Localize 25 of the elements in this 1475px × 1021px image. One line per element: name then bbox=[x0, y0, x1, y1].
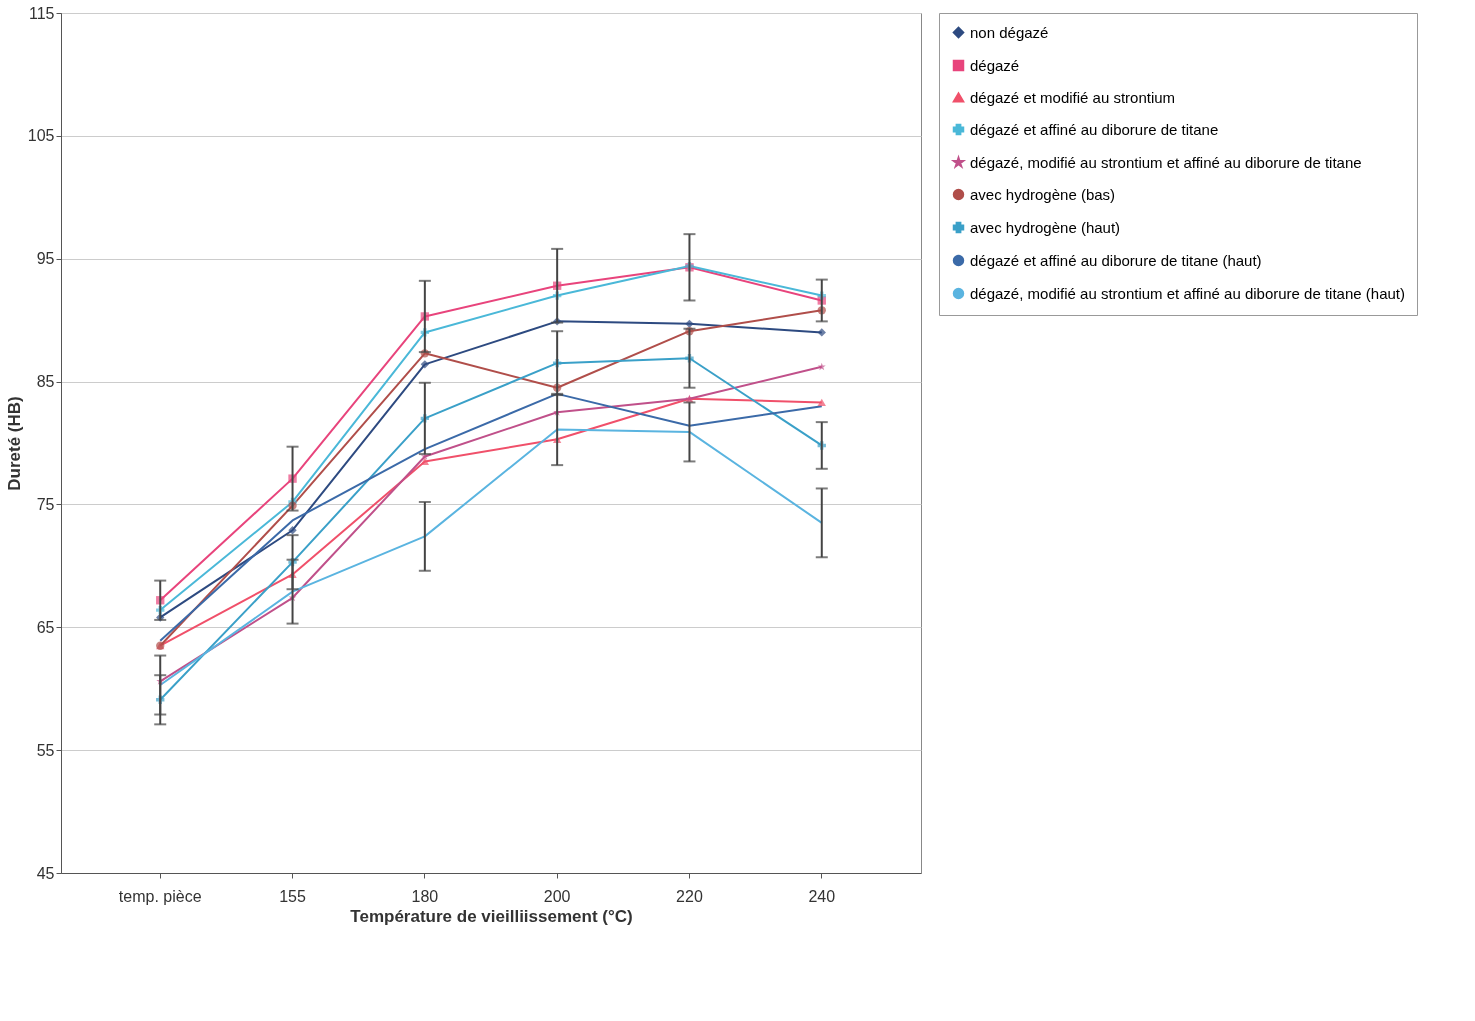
legend-label: avec hydrogène (haut) bbox=[970, 218, 1121, 236]
y-tick-label: 45 bbox=[36, 864, 55, 882]
y-axis-title: Dureté (HB) bbox=[4, 396, 24, 491]
legend-label: dégazé, modifié au strontium et affiné au diborure de titane (haut) bbox=[970, 284, 1405, 302]
y-tick-label: 55 bbox=[36, 741, 55, 759]
legend-label: avec hydrogène (bas) bbox=[970, 185, 1116, 203]
x-tick-label: 155 bbox=[279, 887, 306, 905]
legend-label: dégazé et affiné au diborure de titane (haut) bbox=[970, 251, 1262, 269]
legend-label: dégazé, modifié au strontium et affiné au diborure de titane bbox=[970, 153, 1362, 171]
x-tick-label: 240 bbox=[808, 887, 836, 905]
x-tick-label: 200 bbox=[543, 887, 571, 905]
legend-label: dégazé et affiné au diborure de titane bbox=[970, 120, 1219, 138]
legend-label: dégazé et modifié au strontium bbox=[970, 88, 1176, 106]
legend-label: dégazé bbox=[970, 56, 1020, 74]
x-tick-label: 180 bbox=[411, 887, 439, 905]
y-tick-label: 95 bbox=[36, 250, 55, 268]
legend-label: non dégazé bbox=[970, 23, 1049, 41]
x-tick-label: temp. pièce bbox=[118, 887, 202, 905]
y-tick-label: 105 bbox=[27, 127, 55, 145]
x-axis-title: Température de vieilliissement (°C) bbox=[350, 906, 633, 926]
y-tick-label: 85 bbox=[36, 373, 55, 391]
y-tick-label: 65 bbox=[36, 618, 55, 636]
y-tick-label: 115 bbox=[28, 4, 55, 22]
x-tick-label: 220 bbox=[676, 887, 703, 905]
y-tick-label: 75 bbox=[36, 495, 55, 513]
